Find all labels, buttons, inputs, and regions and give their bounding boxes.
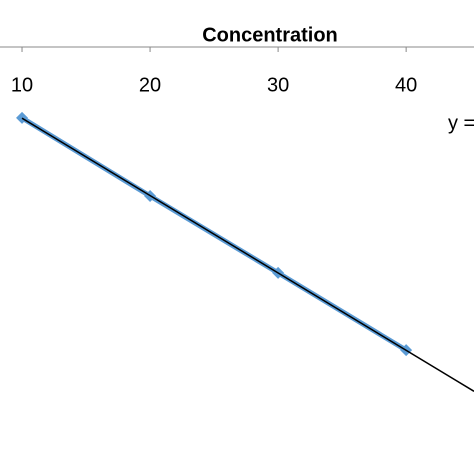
x-tick-label: 10 xyxy=(11,74,33,96)
x-tick-label: 30 xyxy=(267,74,289,96)
equation-annotation: y = xyxy=(448,112,474,134)
x-tick-label: 40 xyxy=(395,74,417,96)
trendline xyxy=(21,117,474,392)
x-axis-title: Concentration xyxy=(202,24,338,46)
data-marker xyxy=(16,111,29,124)
x-tick-label: 20 xyxy=(139,74,161,96)
